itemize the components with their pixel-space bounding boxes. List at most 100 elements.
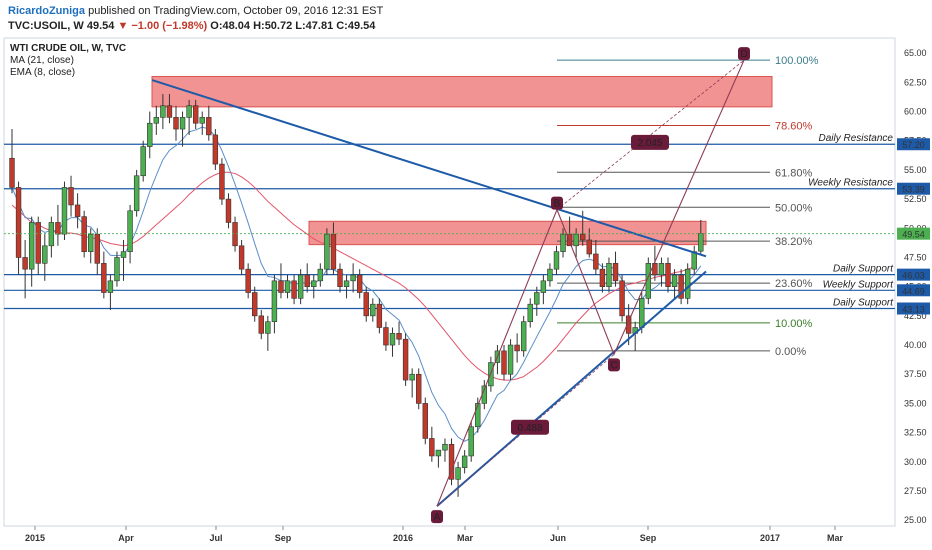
candle[interactable] (120, 251, 127, 258)
candle[interactable] (527, 303, 533, 322)
candle[interactable] (258, 315, 264, 334)
candle[interactable] (639, 298, 645, 328)
candle[interactable] (68, 187, 74, 206)
candle[interactable] (540, 280, 547, 293)
candle[interactable] (350, 274, 356, 282)
candle[interactable] (42, 245, 48, 264)
candle[interactable] (560, 233, 566, 252)
candle[interactable] (153, 117, 160, 124)
candle[interactable] (566, 233, 573, 247)
candle[interactable] (606, 263, 612, 287)
candle[interactable] (206, 117, 212, 136)
candle[interactable] (127, 210, 133, 252)
candle[interactable] (416, 373, 422, 404)
candle[interactable] (501, 350, 507, 375)
candle[interactable] (468, 426, 474, 457)
candle[interactable] (376, 303, 383, 328)
candle[interactable] (284, 280, 291, 293)
candle[interactable] (271, 280, 278, 322)
candle[interactable] (370, 303, 376, 317)
candle[interactable] (9, 157, 15, 188)
candle[interactable] (520, 321, 527, 352)
candle[interactable] (297, 274, 304, 299)
candle[interactable] (422, 403, 428, 439)
candle[interactable] (238, 245, 245, 270)
candle[interactable] (160, 105, 166, 118)
candle[interactable] (147, 122, 153, 147)
candle[interactable] (192, 105, 199, 124)
candle[interactable] (311, 280, 317, 287)
candle[interactable] (343, 280, 350, 287)
candle[interactable] (94, 233, 100, 264)
candle[interactable] (304, 274, 310, 287)
candle[interactable] (356, 274, 363, 293)
candle[interactable] (88, 233, 94, 252)
candle[interactable] (179, 117, 186, 130)
candle[interactable] (461, 455, 468, 468)
candle[interactable] (363, 292, 369, 317)
candle[interactable] (553, 251, 560, 270)
candle[interactable] (665, 263, 671, 287)
candle[interactable] (671, 274, 678, 287)
candle[interactable] (15, 187, 22, 258)
candle[interactable] (22, 257, 28, 270)
candle[interactable] (199, 117, 205, 124)
candle[interactable] (140, 146, 146, 177)
candle[interactable] (219, 163, 225, 200)
candle[interactable] (448, 443, 455, 480)
candle[interactable] (625, 315, 632, 334)
candle[interactable] (409, 373, 415, 381)
candle[interactable] (599, 268, 606, 287)
candle[interactable] (593, 253, 599, 270)
author-link[interactable]: RicardoZuniga (8, 5, 86, 17)
candle[interactable] (684, 268, 691, 299)
price-chart[interactable]: Daily Resistance Weekly Resistance Daily S… (0, 36, 932, 550)
candle[interactable] (691, 251, 697, 270)
candle[interactable] (225, 198, 232, 223)
candle[interactable] (330, 233, 337, 270)
candle[interactable] (166, 105, 173, 118)
candle[interactable] (232, 222, 238, 247)
candle[interactable] (317, 268, 324, 282)
candle[interactable] (291, 280, 297, 299)
candle[interactable] (652, 263, 658, 276)
candle[interactable] (442, 443, 448, 451)
candle[interactable] (265, 321, 271, 334)
candle[interactable] (245, 268, 251, 293)
candle[interactable] (396, 333, 402, 340)
candle[interactable] (212, 134, 219, 165)
candle[interactable] (81, 216, 87, 252)
candle[interactable] (534, 292, 540, 305)
candle[interactable] (455, 467, 461, 480)
candle[interactable] (133, 175, 140, 212)
candle[interactable] (435, 449, 442, 457)
candle[interactable] (402, 338, 409, 381)
candle[interactable] (252, 292, 258, 317)
candle[interactable] (48, 222, 55, 247)
candle[interactable] (678, 274, 684, 299)
candle[interactable] (475, 403, 481, 428)
candle[interactable] (658, 263, 665, 276)
candle[interactable] (55, 222, 61, 235)
candle[interactable] (173, 117, 179, 130)
candle[interactable] (586, 239, 592, 255)
candle[interactable] (28, 222, 35, 270)
candle[interactable] (278, 280, 284, 293)
candle[interactable] (389, 333, 396, 346)
candle[interactable] (324, 233, 330, 270)
candle[interactable] (107, 280, 114, 293)
candle[interactable] (507, 344, 514, 375)
candle[interactable] (514, 344, 520, 352)
candle[interactable] (612, 263, 619, 282)
candle[interactable] (580, 233, 586, 241)
candle[interactable] (337, 268, 343, 287)
candle[interactable] (698, 233, 704, 252)
candle[interactable] (547, 268, 553, 282)
candle[interactable] (186, 105, 192, 118)
candle[interactable] (61, 187, 68, 235)
candle[interactable] (573, 233, 579, 247)
candle[interactable] (74, 204, 81, 217)
candle[interactable] (35, 222, 41, 264)
candle[interactable] (383, 327, 389, 346)
candle[interactable] (429, 438, 435, 457)
